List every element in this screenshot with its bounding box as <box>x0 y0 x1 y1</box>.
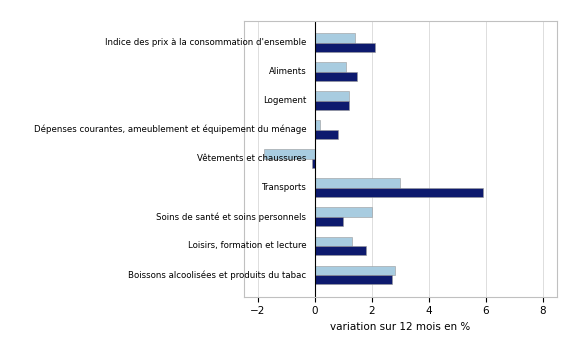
Text: Soins de santé et soins personnels: Soins de santé et soins personnels <box>157 212 306 221</box>
Text: Boissons alcoolisées et produits du tabac: Boissons alcoolisées et produits du taba… <box>128 270 306 279</box>
Bar <box>315 120 321 130</box>
Bar <box>315 275 392 284</box>
Bar <box>315 178 400 188</box>
Text: Loisirs, formation et lecture: Loisirs, formation et lecture <box>188 241 306 250</box>
Bar <box>315 246 366 255</box>
Text: Dépenses courantes, ameublement et équipement du ménage: Dépenses courantes, ameublement et équip… <box>34 125 306 135</box>
Bar <box>315 42 375 52</box>
Bar <box>315 33 354 42</box>
Bar <box>312 159 315 168</box>
Bar <box>315 130 338 139</box>
Bar <box>315 188 483 197</box>
Bar <box>315 217 343 226</box>
Bar <box>315 237 352 246</box>
X-axis label: variation sur 12 mois en %: variation sur 12 mois en % <box>330 322 470 332</box>
Bar <box>315 71 357 81</box>
Bar <box>315 266 394 275</box>
Bar <box>263 149 315 159</box>
Text: Indice des prix à la consommation d'ensemble: Indice des prix à la consommation d'ense… <box>105 38 306 47</box>
Text: Vêtements et chaussures: Vêtements et chaussures <box>197 154 306 163</box>
Bar <box>315 91 349 101</box>
Bar <box>315 207 372 217</box>
Bar <box>315 101 349 110</box>
Bar <box>315 62 346 71</box>
Text: Logement: Logement <box>263 96 306 105</box>
Text: Transports: Transports <box>262 183 306 192</box>
Text: Aliments: Aliments <box>269 67 306 76</box>
